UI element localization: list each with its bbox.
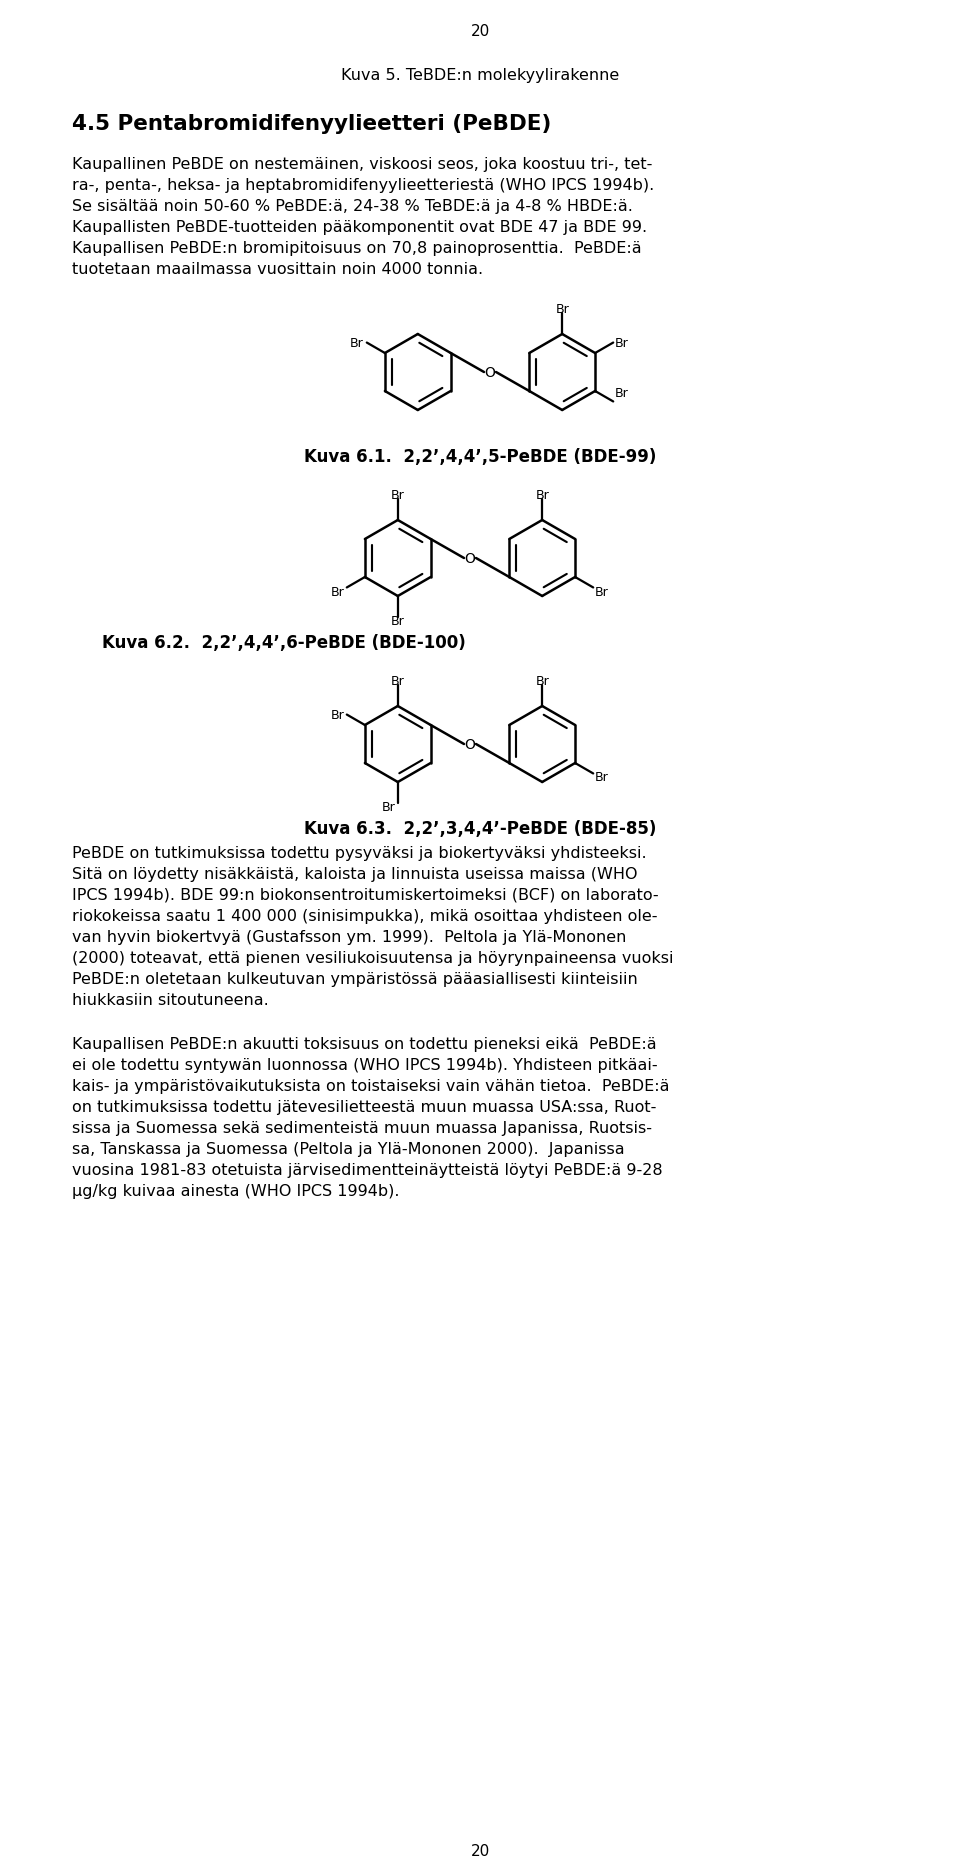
Text: tuotetaan maailmassa vuosittain noin 4000 tonnia.: tuotetaan maailmassa vuosittain noin 400… [72, 262, 483, 277]
Text: Kuva 6.1.  2,2’,4,4’,5-PeBDE (BDE-99): Kuva 6.1. 2,2’,4,4’,5-PeBDE (BDE-99) [303, 448, 657, 466]
Text: sissa ja Suomessa sekä sedimenteistä muun muassa Japanissa, Ruotsis-: sissa ja Suomessa sekä sedimenteistä muu… [72, 1120, 652, 1135]
Text: Se sisältää noin 50-60 % PeBDE:ä, 24-38 % TeBDE:ä ja 4-8 % HBDE:ä.: Se sisältää noin 50-60 % PeBDE:ä, 24-38 … [72, 199, 633, 214]
Text: Br: Br [595, 772, 609, 785]
Text: 20: 20 [470, 24, 490, 39]
Text: PeBDE:n oletetaan kulkeutuvan ympäristössä pääasiallisesti kiinteisiin: PeBDE:n oletetaan kulkeutuvan ympäristös… [72, 972, 637, 987]
Text: Kuva 6.3.  2,2’,3,4,4’-PeBDE (BDE-85): Kuva 6.3. 2,2’,3,4,4’-PeBDE (BDE-85) [303, 820, 657, 837]
Text: riokokeissa saatu 1 400 000 (sinisimpukka), mikä osoittaa yhdisteen ole-: riokokeissa saatu 1 400 000 (sinisimpukk… [72, 908, 658, 923]
Text: Kaupallisten PeBDE-tuotteiden pääkomponentit ovat BDE 47 ja BDE 99.: Kaupallisten PeBDE-tuotteiden pääkompone… [72, 219, 647, 234]
Text: Br: Br [382, 800, 396, 813]
Text: PeBDE on tutkimuksissa todettu pysyväksi ja biokertyväksi yhdisteeksi.: PeBDE on tutkimuksissa todettu pysyväksi… [72, 845, 647, 860]
Text: sa, Tanskassa ja Suomessa (Peltola ja Ylä-Mononen 2000).  Japanissa: sa, Tanskassa ja Suomessa (Peltola ja Yl… [72, 1141, 625, 1156]
Text: Br: Br [536, 674, 549, 687]
Text: van hyvin biokertvyä (Gustafsson ym. 1999).  Peltola ja Ylä-Mononen: van hyvin biokertvyä (Gustafsson ym. 199… [72, 929, 626, 944]
Text: Br: Br [391, 489, 405, 502]
Text: ra-, penta-, heksa- ja heptabromidifenyylieetteriestä (WHO IPCS 1994b).: ra-, penta-, heksa- ja heptabromidifenyy… [72, 178, 655, 193]
Text: O: O [465, 553, 475, 566]
Text: 20: 20 [470, 1843, 490, 1858]
Text: Br: Br [536, 489, 549, 502]
Text: Sitä on löydetty nisäkkäistä, kaloista ja linnuista useissa maissa (WHO: Sitä on löydetty nisäkkäistä, kaloista j… [72, 867, 637, 882]
Text: ei ole todettu syntywän luonnossa (WHO IPCS 1994b). Yhdisteen pitkäai-: ei ole todettu syntywän luonnossa (WHO I… [72, 1058, 658, 1073]
Text: Br: Br [615, 388, 629, 401]
Text: Br: Br [350, 337, 364, 350]
Text: μg/kg kuivaa ainesta (WHO IPCS 1994b).: μg/kg kuivaa ainesta (WHO IPCS 1994b). [72, 1184, 399, 1199]
Text: hiukkasiin sitoutuneena.: hiukkasiin sitoutuneena. [72, 993, 269, 1008]
Text: O: O [465, 738, 475, 751]
Text: IPCS 1994b). BDE 99:n biokonsentroitumiskertoimeksi (BCF) on laborato-: IPCS 1994b). BDE 99:n biokonsentroitumis… [72, 888, 659, 903]
Text: Br: Br [615, 337, 629, 350]
Text: O: O [485, 365, 495, 380]
Text: Br: Br [391, 614, 405, 627]
Text: Br: Br [331, 708, 345, 721]
Text: (2000) toteavat, että pienen vesiliukoisuutensa ja höyrynpaineensa vuoksi: (2000) toteavat, että pienen vesiliukois… [72, 950, 674, 965]
Text: Br: Br [331, 586, 345, 599]
Text: Kuva 5. TeBDE:n molekyylirakenne: Kuva 5. TeBDE:n molekyylirakenne [341, 67, 619, 82]
Text: Kaupallisen PeBDE:n akuutti toksisuus on todettu pieneksi eikä  PeBDE:ä: Kaupallisen PeBDE:n akuutti toksisuus on… [72, 1036, 657, 1051]
Text: Kaupallinen PeBDE on nestemäinen, viskoosi seos, joka koostuu tri-, tet-: Kaupallinen PeBDE on nestemäinen, viskoo… [72, 157, 653, 172]
Text: Br: Br [391, 674, 405, 687]
Text: Kuva 6.2.  2,2’,4,4’,6-PeBDE (BDE-100): Kuva 6.2. 2,2’,4,4’,6-PeBDE (BDE-100) [102, 633, 466, 652]
Text: Br: Br [555, 303, 569, 317]
Text: vuosina 1981-83 otetuista järvisedimentteinäytteistä löytyi PeBDE:ä 9-28: vuosina 1981-83 otetuista järvisedimentt… [72, 1163, 662, 1178]
Text: kais- ja ympäristövaikutuksista on toistaiseksi vain vähän tietoa.  PeBDE:ä: kais- ja ympäristövaikutuksista on toist… [72, 1079, 669, 1094]
Text: Kaupallisen PeBDE:n bromipitoisuus on 70,8 painoprosenttia.  PeBDE:ä: Kaupallisen PeBDE:n bromipitoisuus on 70… [72, 242, 641, 257]
Text: Br: Br [595, 586, 609, 599]
Text: on tutkimuksissa todettu jätevesilietteestä muun muassa USA:ssa, Ruot-: on tutkimuksissa todettu jätevesiliettee… [72, 1099, 657, 1114]
Text: 4.5 Pentabromidifenyylieetteri (PeBDE): 4.5 Pentabromidifenyylieetteri (PeBDE) [72, 114, 551, 135]
